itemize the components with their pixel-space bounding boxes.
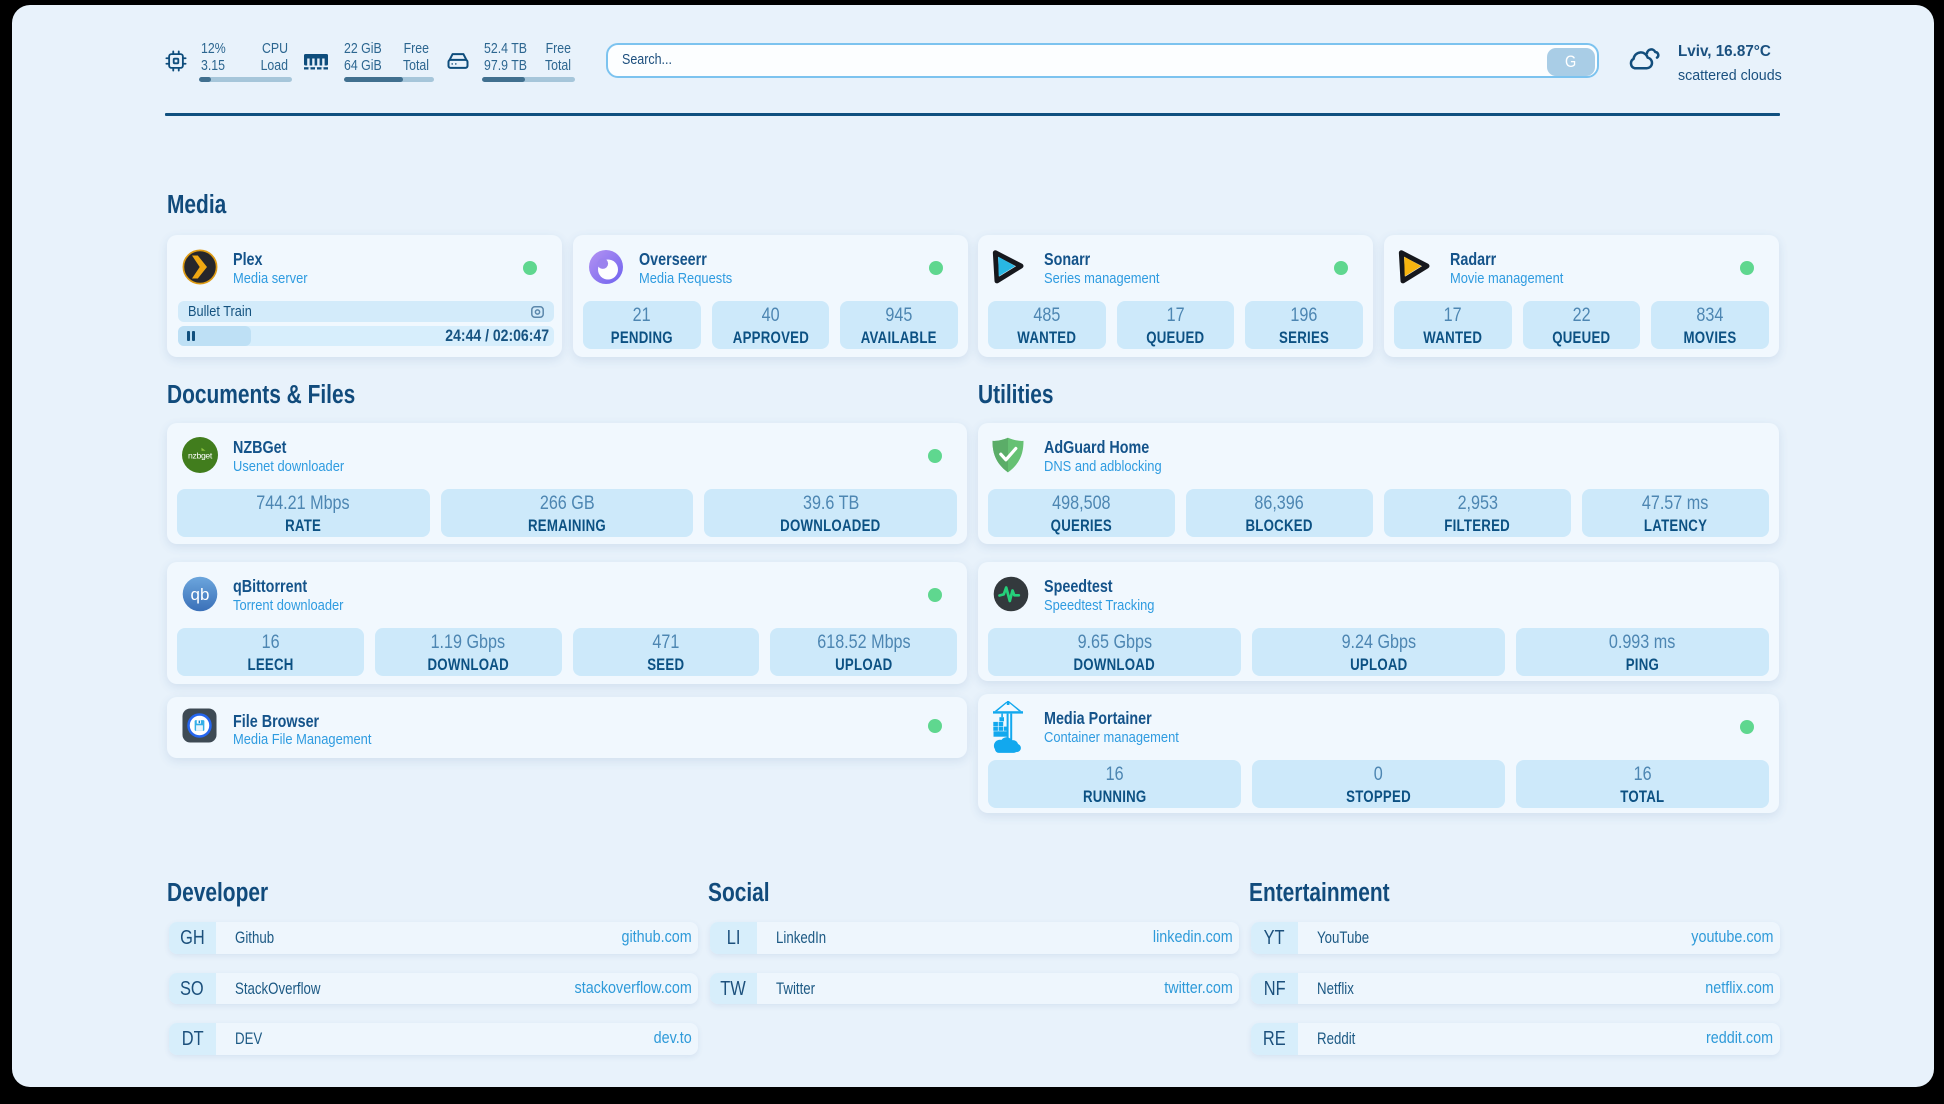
svg-text:qb: qb — [191, 585, 210, 604]
svg-text:nzbget: nzbget — [188, 450, 213, 460]
